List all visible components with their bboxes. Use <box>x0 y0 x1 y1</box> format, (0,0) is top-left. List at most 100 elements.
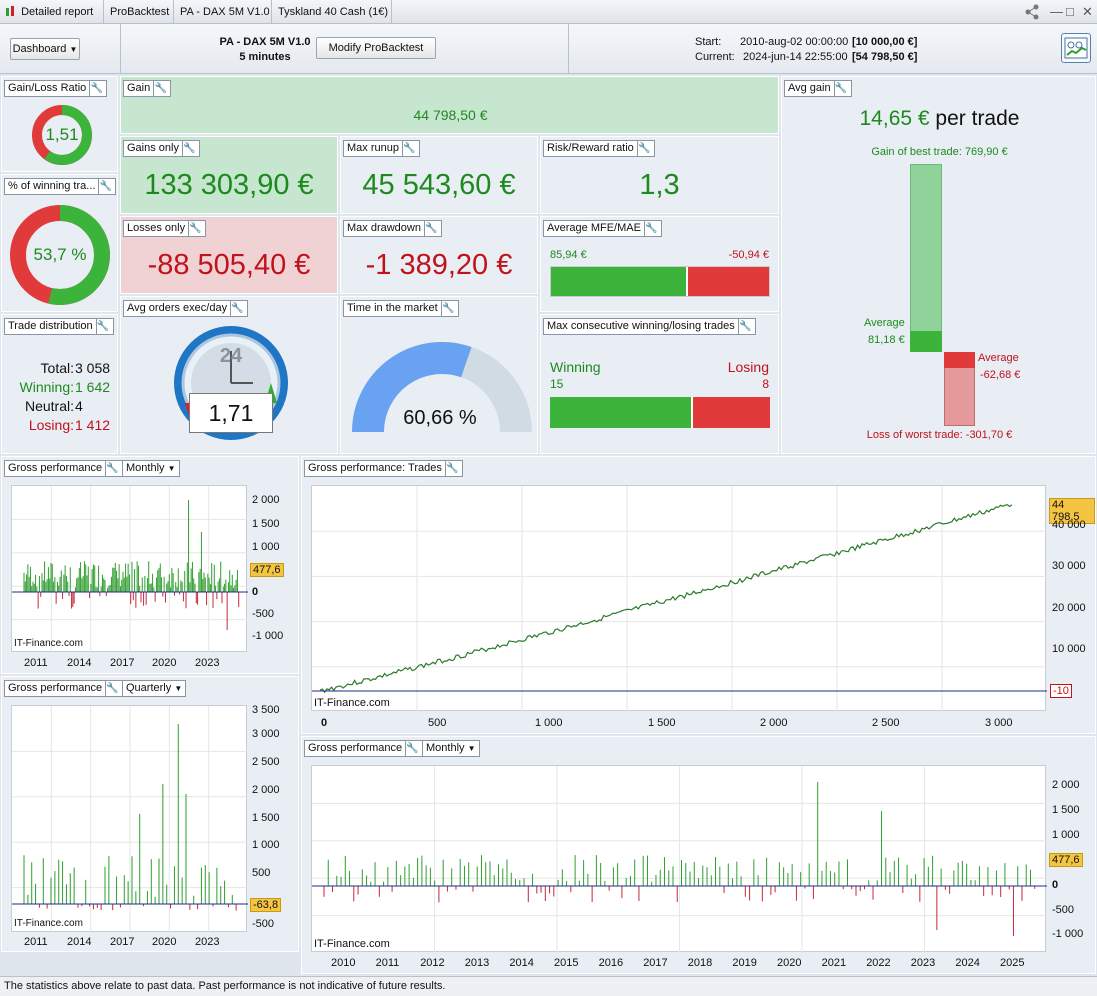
start-label: Start: <box>695 36 722 48</box>
wrench-icon[interactable]: 🔧 <box>423 221 438 236</box>
trades-plot[interactable]: IT-Finance.com <box>311 485 1047 712</box>
ytick: -500 <box>252 608 275 620</box>
trades-chart-label[interactable]: Gross performance: Trades 🔧 <box>304 460 463 477</box>
tab-instrument[interactable]: Tyskland 40 Cash (1€) <box>272 0 392 24</box>
report-icon[interactable] <box>1061 33 1091 63</box>
avg-gain-label[interactable]: Avg gain 🔧 <box>784 80 852 97</box>
panel-title: Average MFE/MAE <box>547 222 641 234</box>
time-in-market-value: 60,66 % <box>403 407 477 429</box>
gain-loss-value: 1,51 <box>45 125 79 144</box>
gain-loss-ratio-label[interactable]: Gain/Loss Ratio 🔧 <box>4 80 108 97</box>
wrench-icon[interactable]: 🔧 <box>153 81 167 96</box>
ytick: 3 500 <box>252 704 280 716</box>
avg-mfe-mae-label[interactable]: Average MFE/MAE 🔧 <box>543 220 662 237</box>
current-capital: [54 798,50 €] <box>852 51 918 63</box>
quarterly-chart-panel: Gross performance 🔧 Quarterly ▼ IT-Financ… <box>1 676 299 952</box>
last-value-tag: 44 798,5 <box>1049 498 1095 524</box>
xtick: 3 000 <box>985 717 1013 729</box>
losing-count: 8 <box>762 377 769 391</box>
monthly-large-chart-label[interactable]: Gross performance 🔧 <box>304 740 424 757</box>
wrench-icon[interactable]: 🔧 <box>105 461 119 476</box>
wrench-icon[interactable]: 🔧 <box>405 741 419 756</box>
avg-orders-value: 1,71 <box>189 393 273 433</box>
gain-label[interactable]: Gain 🔧 <box>123 80 172 97</box>
max-consec-label[interactable]: Max consecutive winning/losing trades 🔧 <box>543 318 756 335</box>
panel-title: Gross performance <box>8 682 103 694</box>
current-date: 2024-jun-14 22:55:00 <box>743 51 848 63</box>
avg-gain-value: 14,65 € <box>859 107 930 130</box>
close-icon[interactable]: ✕ <box>1082 4 1093 19</box>
chart-source: IT-Finance.com <box>14 638 83 649</box>
max-runup-label[interactable]: Max runup 🔧 <box>343 140 420 157</box>
quarterly-chart-label[interactable]: Gross performance 🔧 <box>4 680 124 697</box>
equity-line <box>319 504 1013 694</box>
wrench-icon[interactable]: 🔧 <box>105 681 119 696</box>
panel-title: Losses only <box>127 222 186 234</box>
ytick: 1 000 <box>1052 829 1080 841</box>
wrench-icon[interactable]: 🔧 <box>230 301 244 316</box>
ytick: 1 000 <box>252 839 280 851</box>
ytick: -1 000 <box>252 630 284 642</box>
ytick: 500 <box>252 867 271 879</box>
winning-label: Winning <box>550 359 601 375</box>
max-drawdown-label[interactable]: Max drawdown 🔧 <box>343 220 442 237</box>
wrench-icon[interactable]: 🔧 <box>188 221 202 236</box>
mfe-value: 85,94 € <box>550 249 587 261</box>
tab-probacktest[interactable]: ProBacktest <box>104 0 174 24</box>
quarterly-period-dropdown[interactable]: Quarterly ▼ <box>122 680 187 697</box>
avg-gain-amount: 81,18 € <box>868 334 905 346</box>
monthly-small-chart-label[interactable]: Gross performance 🔧 <box>4 460 124 477</box>
wrench-icon[interactable]: 🔧 <box>98 179 113 194</box>
wrench-icon[interactable]: 🔧 <box>737 319 752 334</box>
share-icon[interactable] <box>1024 4 1040 23</box>
xtick: 2011 <box>375 957 400 969</box>
time-in-market-label[interactable]: Time in the market 🔧 <box>343 300 459 317</box>
report-header: Dashboard ▼ PA - DAX 5M V1.0 5 minutes M… <box>0 24 1097 74</box>
monthly-small-bars <box>12 486 248 653</box>
period-label: Monthly <box>126 462 165 474</box>
total-value: 3 058 <box>75 360 111 376</box>
wrench-icon[interactable]: 🔧 <box>833 81 848 96</box>
avg-orders-label[interactable]: Avg orders exec/day 🔧 <box>123 300 249 317</box>
trade-distribution-label[interactable]: Trade distribution 🔧 <box>4 318 114 335</box>
wrench-icon[interactable]: 🔧 <box>89 81 103 96</box>
monthly-small-period-dropdown[interactable]: Monthly ▼ <box>122 460 180 477</box>
tab-bar: Detailed report ProBacktest PA - DAX 5M … <box>0 0 1097 24</box>
ytick: -1 000 <box>1052 928 1084 940</box>
wrench-icon[interactable]: 🔧 <box>181 141 196 156</box>
risk-reward-label[interactable]: Risk/Reward ratio 🔧 <box>543 140 655 157</box>
losses-only-value: -88 505,40 € <box>147 249 311 281</box>
ytick: 1 500 <box>1052 804 1080 816</box>
tab-detailed-report[interactable]: Detailed report <box>0 0 104 24</box>
loss-avg-label: Average <box>978 352 1019 364</box>
wrench-icon[interactable]: 🔧 <box>401 141 416 156</box>
minimize-icon[interactable]: — <box>1050 4 1063 19</box>
modify-probacktest-button[interactable]: Modify ProBacktest <box>316 37 436 59</box>
pct-winning-label[interactable]: % of winning tra... 🔧 <box>4 178 117 195</box>
xtick: 2019 <box>732 957 757 969</box>
quarterly-plot[interactable]: IT-Finance.com <box>11 705 248 933</box>
chart-source: IT-Finance.com <box>314 697 390 709</box>
ytick: 10 000 <box>1052 643 1086 655</box>
gain-panel: Gain 🔧 44 798,50 € <box>120 76 779 134</box>
losing-value: 1 412 <box>75 417 111 433</box>
monthly-small-plot[interactable]: IT-Finance.com <box>11 485 248 653</box>
max-runup-value: 45 543,60 € <box>362 169 516 201</box>
wrench-icon[interactable]: 🔧 <box>95 319 110 334</box>
chevron-down-icon: ▼ <box>174 684 183 693</box>
panel-title: Max consecutive winning/losing trades <box>547 320 735 332</box>
xtick: 2014 <box>509 957 534 969</box>
avg-orders-panel: Avg orders exec/day 🔧 24 1,71 <box>120 296 338 454</box>
maximize-icon[interactable]: □ <box>1066 4 1074 19</box>
monthly-large-plot[interactable]: IT-Finance.com <box>311 765 1047 953</box>
wrench-icon[interactable]: 🔧 <box>636 141 651 156</box>
losses-only-label[interactable]: Losses only 🔧 <box>123 220 207 237</box>
dashboard-dropdown[interactable]: Dashboard ▼ <box>10 38 80 60</box>
wrench-icon[interactable]: 🔧 <box>440 301 455 316</box>
losses-only-panel: Losses only 🔧 -88 505,40 € <box>120 216 338 294</box>
tab-strategy[interactable]: PA - DAX 5M V1.0 <box>174 0 272 24</box>
monthly-large-period-dropdown[interactable]: Monthly ▼ <box>422 740 480 757</box>
wrench-icon[interactable]: 🔧 <box>643 221 658 236</box>
wrench-icon[interactable]: 🔧 <box>444 461 459 476</box>
gains-only-label[interactable]: Gains only 🔧 <box>123 140 200 157</box>
